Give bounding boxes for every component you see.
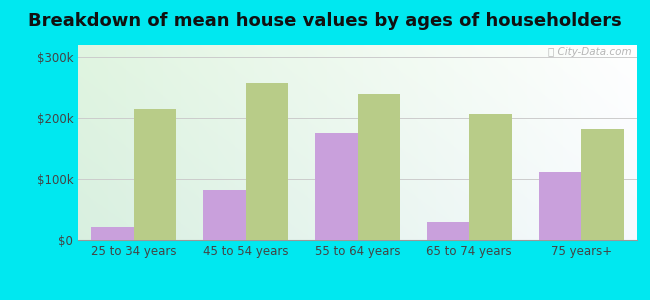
Bar: [469, 114, 512, 240]
Bar: [92, 226, 134, 240]
Text: ⓘ City-Data.com: ⓘ City-Data.com: [548, 47, 631, 57]
Bar: [581, 129, 623, 240]
Bar: [427, 222, 469, 240]
Bar: [315, 134, 358, 240]
Bar: [539, 172, 581, 240]
Text: Breakdown of mean house values by ages of householders: Breakdown of mean house values by ages o…: [28, 12, 622, 30]
Bar: [203, 190, 246, 240]
Bar: [358, 94, 400, 240]
Bar: [246, 83, 288, 240]
Bar: [134, 109, 176, 240]
